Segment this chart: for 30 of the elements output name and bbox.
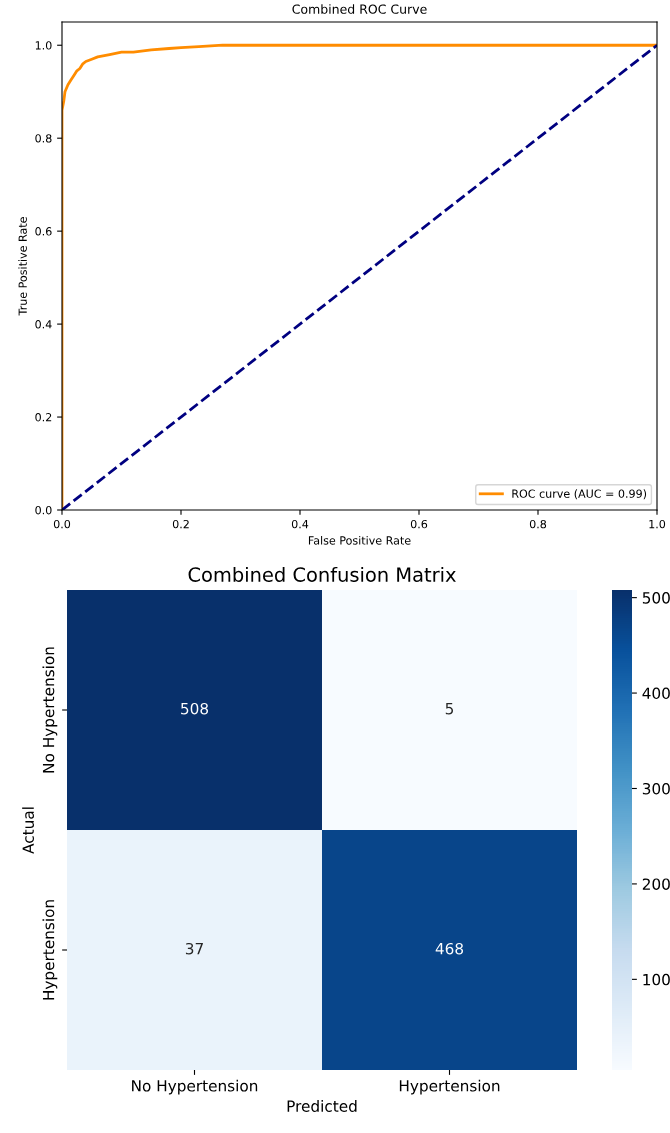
x-tick-label: 0.4 bbox=[291, 519, 309, 529]
y-tick-label: 0.6 bbox=[35, 227, 52, 236]
y-tick-label: 0.2 bbox=[35, 413, 52, 422]
x-axis-title: Predicted bbox=[287, 1100, 357, 1112]
chart-title: Combined Confusion Matrix bbox=[188, 566, 456, 582]
x-tick-label: 0.0 bbox=[53, 519, 71, 529]
color-bar-label: 200 bbox=[642, 878, 670, 890]
color-bar-label: 100 bbox=[643, 973, 670, 986]
color-bar-label: 500 bbox=[642, 592, 670, 604]
y-tick-label: Hypertension bbox=[42, 900, 58, 1000]
data-label: 468 bbox=[435, 942, 464, 955]
data-label: 508 bbox=[181, 702, 209, 715]
data-label: 5 bbox=[445, 703, 454, 715]
y-tick-label: 0.8 bbox=[35, 134, 52, 143]
data-label: 37 bbox=[185, 942, 203, 955]
y-tick-label: 1.0 bbox=[35, 41, 52, 50]
chart-title: Combined ROC Curve bbox=[292, 4, 427, 14]
x-tick-label: 1.0 bbox=[649, 519, 666, 529]
y-axis-title: True Positive Rate bbox=[18, 217, 27, 316]
color-bar-label: 300 bbox=[642, 782, 670, 795]
x-tick-label: 0.8 bbox=[529, 519, 547, 529]
y-tick-label: 0.4 bbox=[35, 320, 52, 329]
color-bar-label: 400 bbox=[642, 687, 670, 700]
x-tick-label: 0.2 bbox=[172, 519, 189, 529]
x-axis-title: False Positive Rate bbox=[308, 536, 411, 545]
y-tick-label: No Hypertension bbox=[42, 647, 58, 773]
y-axis-title: Actual bbox=[22, 807, 34, 854]
y-tick-label: 0.0 bbox=[35, 505, 52, 515]
x-tick-label: 0.6 bbox=[410, 519, 428, 529]
legend-label: ROC curve (AUC = 0.99) bbox=[512, 489, 647, 500]
